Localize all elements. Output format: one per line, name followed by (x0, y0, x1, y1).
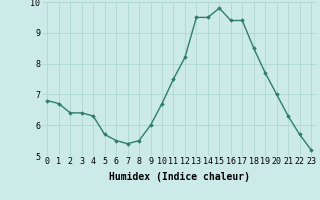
X-axis label: Humidex (Indice chaleur): Humidex (Indice chaleur) (109, 172, 250, 182)
